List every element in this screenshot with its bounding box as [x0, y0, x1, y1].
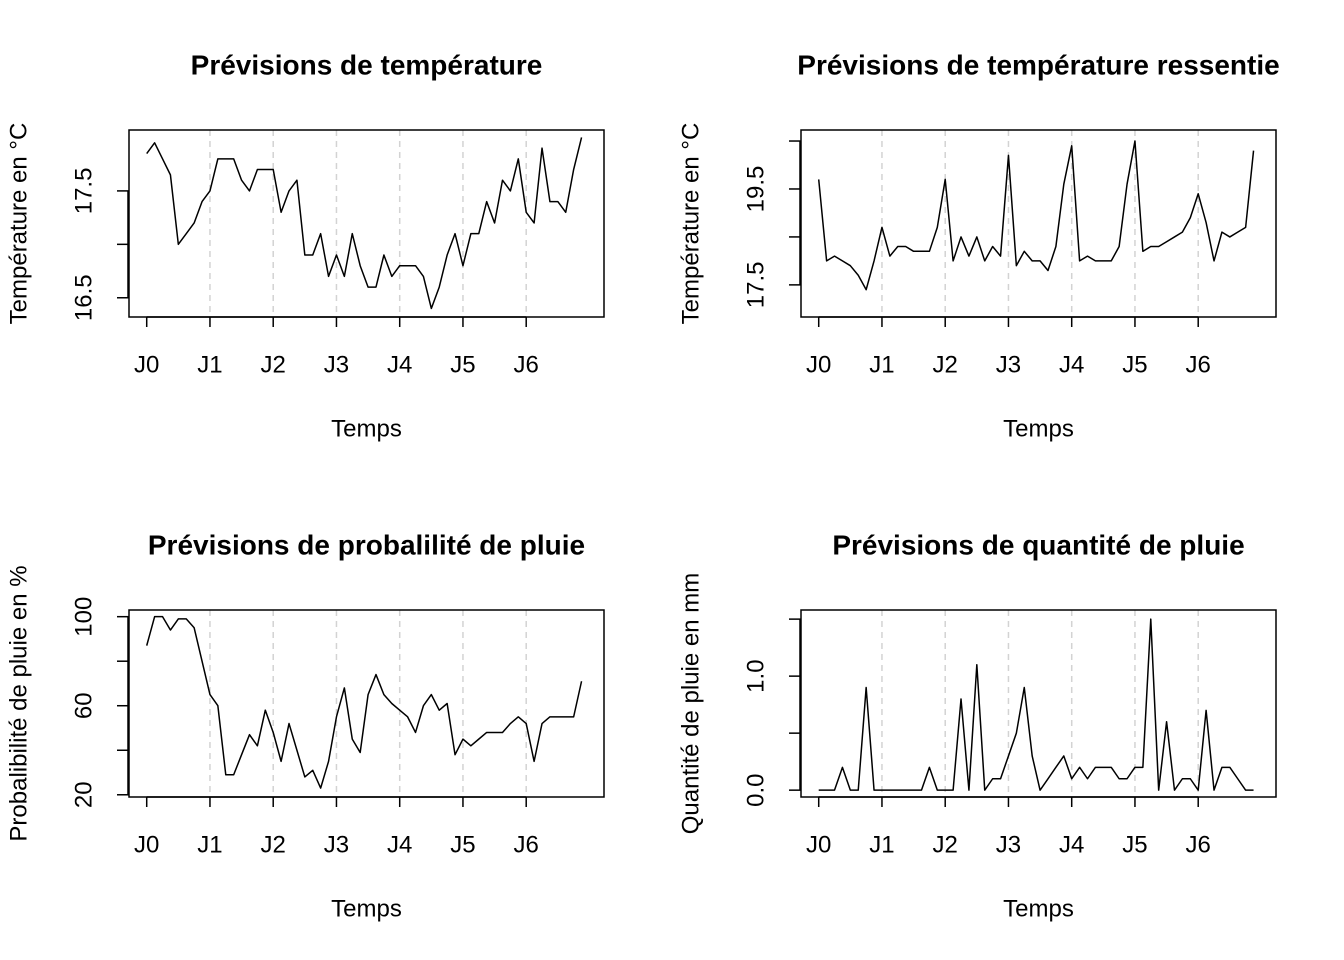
x-axis-label: Temps: [331, 415, 402, 442]
data-line: [817, 140, 1255, 291]
x-tick-label: J5: [1122, 351, 1147, 378]
y-axis-label: Température en °C: [5, 123, 32, 325]
x-tick-label: J5: [1122, 831, 1147, 858]
chart-title: Prévisions de température: [191, 49, 543, 80]
x-tick-label: J5: [450, 351, 475, 378]
y-tick-label: 17.5: [70, 168, 97, 215]
data-line: [818, 618, 1254, 791]
data-line: [145, 615, 583, 789]
x-tick-label: J3: [996, 351, 1021, 378]
x-tick-label: J4: [1059, 831, 1084, 858]
y-tick-label: 1.0: [742, 659, 769, 692]
chart-title: Prévisions de probalilité de pluie: [148, 529, 585, 560]
x-tick-label: J2: [261, 831, 286, 858]
x-tick-label: J4: [387, 351, 412, 378]
x-tick-label: J0: [806, 831, 831, 858]
plot-box: [800, 129, 1277, 318]
y-tick-label: 100: [70, 597, 97, 637]
x-tick-label: J3: [324, 351, 349, 378]
y-tick-label: 0.0: [742, 773, 769, 806]
y-tick-label: 17.5: [742, 262, 769, 309]
y-axis-label: Quantité de pluie en mm: [677, 573, 704, 834]
x-tick-label: J2: [933, 351, 958, 378]
x-tick-label: J0: [806, 351, 831, 378]
x-tick-label: J4: [1059, 351, 1084, 378]
x-tick-label: J4: [387, 831, 412, 858]
y-tick-label: 60: [70, 692, 97, 719]
data-line: [146, 137, 583, 310]
x-tick-label: J6: [1186, 351, 1211, 378]
chart-title: Prévisions de quantité de pluie: [832, 529, 1244, 560]
x-tick-label: J1: [197, 351, 222, 378]
y-axis-label: Probalibilité de pluie en %: [5, 565, 32, 841]
x-tick-label: J6: [514, 831, 539, 858]
y-tick-label: 20: [70, 781, 97, 808]
x-axis-label: Temps: [1003, 895, 1074, 922]
x-tick-label: J5: [450, 831, 475, 858]
x-tick-label: J0: [134, 831, 159, 858]
x-tick-label: J1: [197, 831, 222, 858]
x-tick-label: J3: [324, 831, 349, 858]
plot-box: [128, 129, 605, 318]
y-tick-label: 19.5: [742, 166, 769, 213]
x-tick-label: J2: [261, 351, 286, 378]
x-tick-label: J3: [996, 831, 1021, 858]
x-axis-label: Temps: [331, 895, 402, 922]
x-tick-label: J0: [134, 351, 159, 378]
x-tick-label: J6: [1186, 831, 1211, 858]
y-axis-label: Température en °C: [677, 123, 704, 325]
x-tick-label: J1: [869, 351, 894, 378]
x-tick-label: J6: [514, 351, 539, 378]
x-tick-label: J2: [933, 831, 958, 858]
chart-title: Prévisions de température ressentie: [797, 49, 1279, 80]
y-tick-label: 16.5: [70, 274, 97, 321]
x-axis-label: Temps: [1003, 415, 1074, 442]
x-tick-label: J1: [869, 831, 894, 858]
